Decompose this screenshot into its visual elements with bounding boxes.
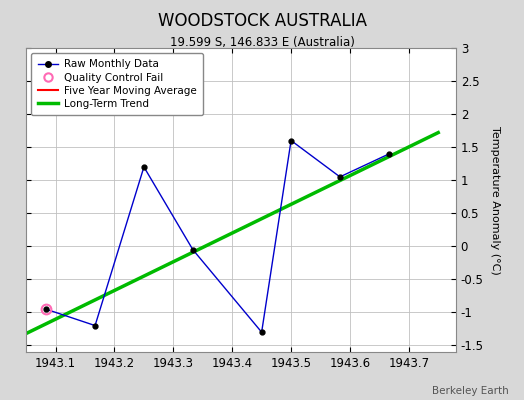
Text: Berkeley Earth: Berkeley Earth bbox=[432, 386, 508, 396]
Y-axis label: Temperature Anomaly (°C): Temperature Anomaly (°C) bbox=[490, 126, 500, 274]
Text: 19.599 S, 146.833 E (Australia): 19.599 S, 146.833 E (Australia) bbox=[170, 36, 354, 49]
Legend: Raw Monthly Data, Quality Control Fail, Five Year Moving Average, Long-Term Tren: Raw Monthly Data, Quality Control Fail, … bbox=[31, 53, 203, 115]
Text: WOODSTOCK AUSTRALIA: WOODSTOCK AUSTRALIA bbox=[158, 12, 366, 30]
